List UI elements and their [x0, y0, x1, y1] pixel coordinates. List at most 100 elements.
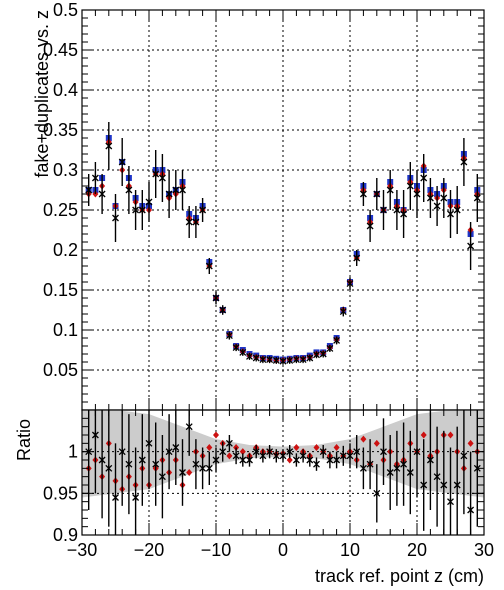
ratio-point-star [219, 448, 227, 456]
main-point-star [393, 206, 401, 214]
main-y-axis-title: fake+duplicates vs. z [32, 10, 52, 178]
x-tick-label: −20 [134, 540, 165, 560]
main-point-star [219, 306, 227, 314]
ratio-point-star [91, 431, 99, 439]
main-point-star [138, 206, 146, 214]
ratio-point-star [373, 489, 381, 497]
ratio-y-tick-label: 1 [68, 442, 78, 462]
main-point-star [205, 262, 213, 270]
main-point-star [165, 190, 173, 198]
ratio-point-star [447, 498, 454, 506]
main-point-star [353, 254, 361, 262]
main-point-star [406, 182, 414, 190]
ratio-point-star [98, 456, 106, 464]
main-x-ticks [81, 10, 485, 410]
ratio-point-star [259, 452, 267, 460]
main-y-tick-label: 0.25 [43, 200, 78, 220]
main-point-star [225, 332, 233, 340]
ratio-point-star [286, 448, 294, 456]
main-point-star [252, 354, 260, 362]
ratio-point-star [353, 448, 361, 456]
ratio-point-diamond [373, 439, 380, 447]
ratio-point-star [272, 452, 280, 460]
ratio-point-star [380, 448, 387, 456]
main-y-tick-label: 0.5 [53, 0, 78, 20]
ratio-point-diamond [239, 448, 246, 456]
ratio-point-star [333, 456, 341, 464]
main-point-star [453, 206, 461, 214]
main-point-star [433, 202, 441, 210]
x-tick-label: −30 [67, 540, 98, 560]
main-point-star [440, 194, 448, 202]
ratio-point-star [185, 423, 193, 431]
main-point-star [85, 186, 93, 194]
main-point-star [373, 190, 381, 198]
ratio-point-diamond [420, 431, 427, 439]
ratio-point-star [212, 456, 220, 464]
main-point-star [292, 356, 300, 364]
ratio-point-star [199, 464, 207, 472]
ratio-point-diamond [313, 444, 320, 451]
main-point-star [232, 344, 240, 352]
ratio-point-star [246, 456, 253, 464]
main-point-star [185, 218, 193, 226]
ratio-point-star [413, 448, 421, 456]
main-point-star [132, 206, 140, 214]
main-y-tick-label: 0.45 [43, 40, 78, 60]
ratio-point-star [326, 456, 334, 464]
ratio-point-diamond [286, 456, 293, 464]
ratio-point-star [192, 460, 200, 468]
ratio-point-star [306, 456, 314, 464]
main-point-star [299, 356, 307, 364]
main-point-star [279, 357, 287, 365]
main-y-ticks: 0.05 0.1 0.15 0.2 0.25 0.3 0.35 0.4 0.45 0.5 [43, 0, 484, 411]
main-point-star [239, 348, 247, 356]
main-y-tick-label: 0.05 [43, 360, 78, 380]
x-tick-label: 10 [340, 540, 360, 560]
main-y-tick-label: 0.2 [53, 240, 78, 260]
main-point-star [125, 186, 133, 194]
main-y-tick-label: 0.3 [53, 160, 78, 180]
ratio-x-ticks: −30 −20 −10 0 10 20 30 [67, 410, 494, 560]
ratio-point-star [125, 460, 133, 468]
ratio-point-star [266, 448, 274, 456]
main-point-star [426, 194, 434, 202]
ratio-point-star [165, 448, 173, 456]
ratio-point-star [359, 464, 367, 472]
ratio-y-tick-label: 0.95 [43, 483, 78, 503]
main-y-tick-label: 0.15 [43, 280, 78, 300]
main-point-star [467, 242, 475, 250]
main-point-star [172, 186, 180, 194]
ratio-y-ticks: 0.9 0.95 1 [43, 409, 484, 545]
main-point-star [112, 214, 119, 222]
main-point-star [145, 198, 153, 206]
main-point-star [413, 190, 421, 198]
x-tick-label: 30 [474, 540, 494, 560]
main-point-star [272, 356, 280, 364]
ratio-point-star [420, 481, 428, 489]
ratio-point-star [225, 439, 233, 447]
ratio-point-star [319, 448, 327, 456]
ratio-point-star [406, 469, 414, 476]
ratio-point-star [118, 448, 126, 456]
ratio-point-star [279, 452, 287, 460]
ratio-data-points [85, 410, 481, 535]
x-tick-label: −10 [201, 540, 232, 560]
main-point-star [386, 186, 394, 194]
main-point-star [333, 336, 341, 344]
ratio-point-star [179, 469, 186, 476]
main-point-star [199, 206, 207, 214]
ratio-point-star [339, 452, 347, 460]
x-axis-title: track ref. point z (cm) [315, 566, 484, 586]
ratio-point-star [145, 439, 153, 447]
ratio-point-star [460, 452, 468, 460]
ratio-point-star [473, 464, 481, 472]
ratio-point-diamond [186, 469, 193, 476]
main-point-star [259, 356, 267, 364]
main-point-star [473, 194, 481, 202]
ratio-point-star [453, 481, 461, 489]
main-point-star [400, 210, 408, 218]
main-point-star [98, 190, 106, 198]
ratio-y-tick-label: 0.9 [53, 525, 78, 545]
ratio-point-star [105, 464, 113, 472]
